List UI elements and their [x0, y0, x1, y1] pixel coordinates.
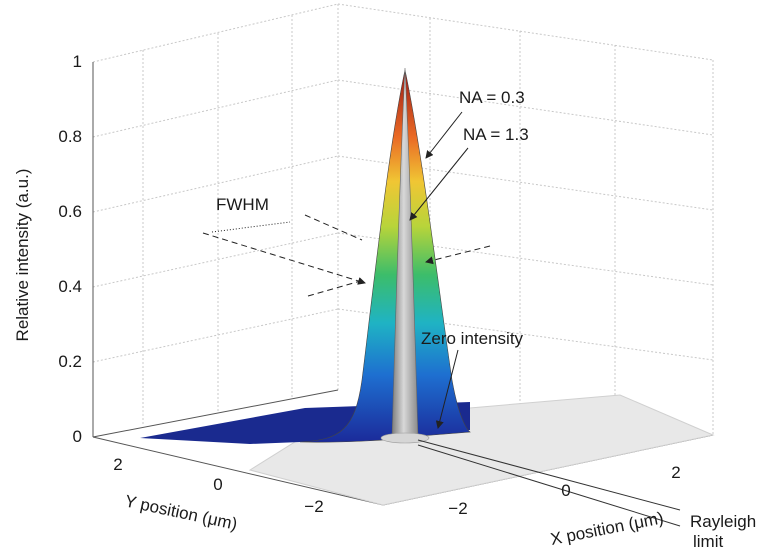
- annotation-na-0-3: NA = 0.3: [459, 88, 525, 107]
- z-tick-1: 0.2: [58, 352, 82, 371]
- surface-na-0-3: [299, 69, 471, 443]
- annotation-zero-intensity: Zero intensity: [421, 329, 524, 348]
- x-tick-0: −2: [448, 499, 467, 518]
- x-tick-labels: −2 0 2: [448, 463, 680, 518]
- y-tick-1: 0: [213, 475, 222, 494]
- annotation-leaders: [202, 111, 491, 429]
- x-axis-title: X position (μm): [549, 508, 665, 549]
- z-tick-labels: 0 0.2 0.4 0.6 0.8 1: [58, 52, 82, 446]
- x-tick-1: 0: [561, 481, 570, 500]
- z-axis-title: Relative intensity (a.u.): [13, 169, 32, 342]
- y-tick-2: −2: [304, 497, 323, 516]
- y-tick-labels: 2 0 −2: [113, 455, 323, 516]
- annotation-rayleigh: Rayleigh: [690, 512, 756, 531]
- z-tick-5: 1: [73, 52, 82, 71]
- y-axis-title: Y position (μm): [123, 491, 239, 533]
- x-tick-2: 2: [671, 463, 680, 482]
- rayleigh-lines: [417, 439, 681, 527]
- grid: [92, 3, 714, 435]
- z-tick-3: 0.6: [58, 202, 82, 221]
- z-tick-0: 0: [73, 427, 82, 446]
- annotation-fwhm: FWHM: [216, 195, 269, 214]
- y-tick-0: 2: [113, 455, 122, 474]
- annotation-limit: limit: [693, 532, 723, 551]
- z-tick-2: 0.4: [58, 277, 82, 296]
- z-tick-4: 0.8: [58, 127, 82, 146]
- surface-na-1-3: [391, 67, 419, 439]
- annotation-na-1-3: NA = 1.3: [463, 125, 529, 144]
